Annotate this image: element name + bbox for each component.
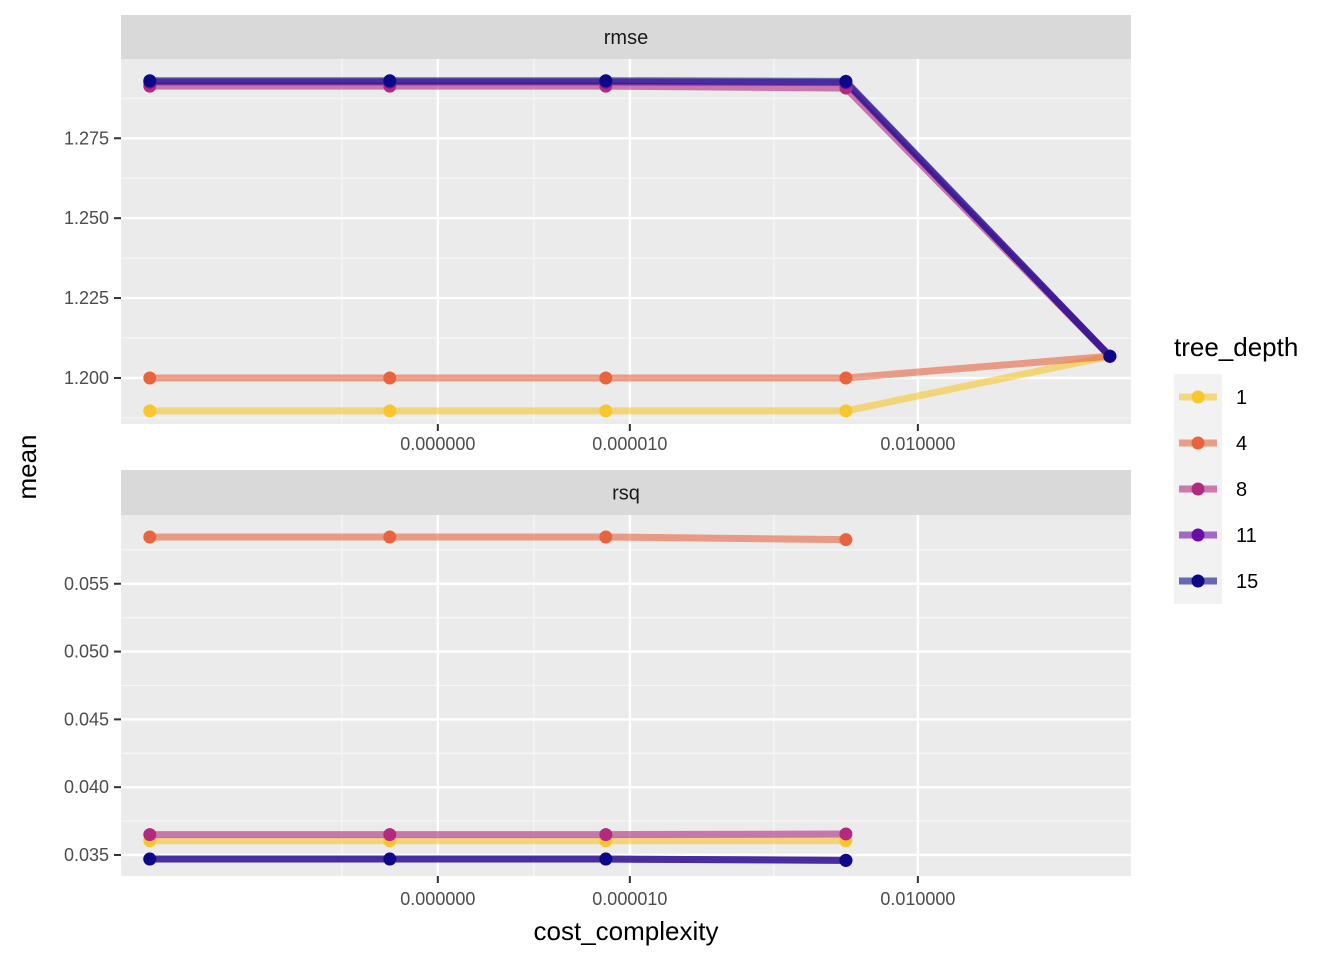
gridlines: [121, 515, 1131, 876]
legend-label: 8: [1236, 479, 1247, 501]
series-point-4: [839, 371, 853, 385]
y-axis-title: mean: [12, 434, 42, 499]
series-line-4: [149, 533, 846, 544]
x-tick-label: 0.000000: [400, 434, 475, 454]
series-point-8: [143, 828, 157, 842]
facet-panel-rmse: rmse 1.200 1.225 1.250 1.275 0.000000 0.000010…: [64, 15, 1131, 454]
plot-area: [143, 74, 1117, 418]
series-point-1: [839, 404, 853, 418]
legend-key-point: [1191, 528, 1205, 542]
series-point-1: [143, 404, 157, 418]
facet-strip: [121, 15, 1131, 59]
series-point-4: [599, 371, 613, 385]
y-tick-label: 0.050: [64, 642, 109, 662]
series-point-15: [143, 852, 157, 866]
y-tick-label: 1.200: [64, 368, 109, 388]
series-point-15: [839, 853, 853, 867]
legend-key-point: [1191, 574, 1205, 588]
series-point-4: [383, 530, 397, 544]
x-tick-label: 0.000010: [592, 434, 667, 454]
legend-label: 4: [1236, 433, 1247, 455]
series-point-15: [383, 852, 397, 866]
series-point-15: [599, 74, 613, 88]
series-point-15: [1103, 349, 1117, 363]
x-tick-label: 0.000010: [592, 889, 667, 909]
panel-background: [121, 59, 1131, 424]
series-line-8: [149, 830, 846, 839]
y-tick-label: 1.225: [64, 288, 109, 308]
x-axis-title: cost_complexity: [534, 916, 719, 946]
y-tick-label: 0.055: [64, 574, 109, 594]
legend-label: 11: [1236, 525, 1257, 547]
y-tick-label: 0.035: [64, 845, 109, 865]
series-point-4: [383, 371, 397, 385]
x-tick-label: 0.000000: [400, 889, 475, 909]
series-point-4: [143, 530, 157, 544]
series-point-15: [599, 852, 613, 866]
facet-panels: rmse 1.200 1.225 1.250 1.275 0.000000 0.000010…: [64, 15, 1131, 909]
y-tick-label: 0.045: [64, 709, 109, 729]
legend-key-point: [1191, 482, 1205, 496]
facet-panel-rsq: rsq 0.035 0.040 0.045 0.050 0.055 0.000000 0.00…: [64, 470, 1131, 909]
series-point-4: [599, 530, 613, 544]
series-point-1: [599, 404, 613, 418]
x-tick-label: 0.010000: [880, 889, 955, 909]
facet-strip-label: rsq: [612, 483, 640, 505]
plot-area: [143, 530, 853, 867]
gridlines: [121, 59, 1131, 424]
legend-entry-4: 4: [1179, 433, 1247, 455]
series-point-8: [599, 828, 613, 842]
legend-label: 15: [1236, 571, 1258, 593]
facet-strip: [121, 470, 1131, 515]
legend-key-point: [1191, 390, 1205, 404]
series-point-15: [383, 74, 397, 88]
legend-entries: 1 4 8 11 15: [1179, 387, 1258, 593]
legend-entry-11: 11: [1179, 525, 1257, 547]
y-tick-label: 0.040: [64, 777, 109, 797]
series-point-15: [143, 74, 157, 88]
legend-title: tree_depth: [1174, 332, 1298, 362]
legend-entry-1: 1: [1179, 387, 1247, 409]
y-tick-label: 1.250: [64, 208, 109, 228]
series-point-4: [143, 371, 157, 385]
legend-entry-8: 8: [1179, 479, 1247, 501]
series-point-8: [839, 827, 853, 841]
legend-label: 1: [1236, 387, 1247, 409]
series-point-15: [839, 74, 853, 88]
panel-background: [121, 515, 1131, 876]
y-tick-label: 1.275: [64, 128, 109, 148]
legend: tree_depth 1 4 8 11 15: [1174, 332, 1298, 604]
series-point-1: [383, 404, 397, 418]
facet-strip-label: rmse: [604, 27, 648, 49]
series-line-15: [149, 855, 846, 864]
legend-entry-15: 15: [1179, 571, 1258, 593]
x-tick-label: 0.010000: [880, 434, 955, 454]
series-point-4: [839, 533, 853, 547]
legend-key-point: [1191, 436, 1205, 450]
series-point-8: [383, 828, 397, 842]
